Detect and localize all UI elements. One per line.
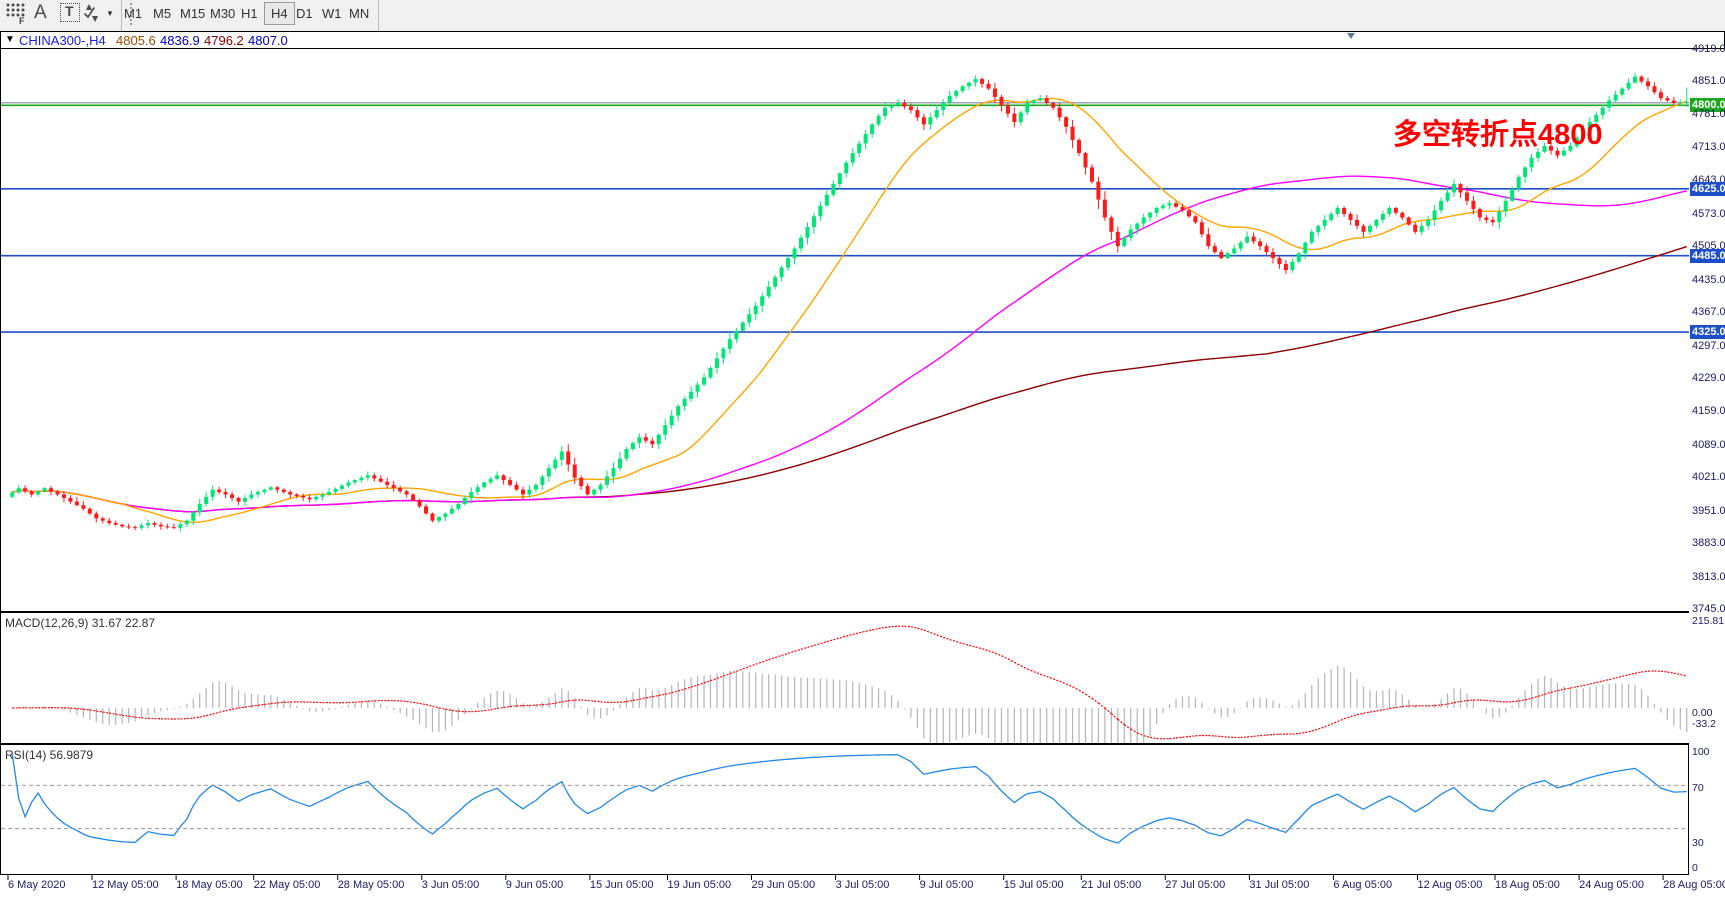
svg-text:F: F bbox=[19, 16, 25, 25]
